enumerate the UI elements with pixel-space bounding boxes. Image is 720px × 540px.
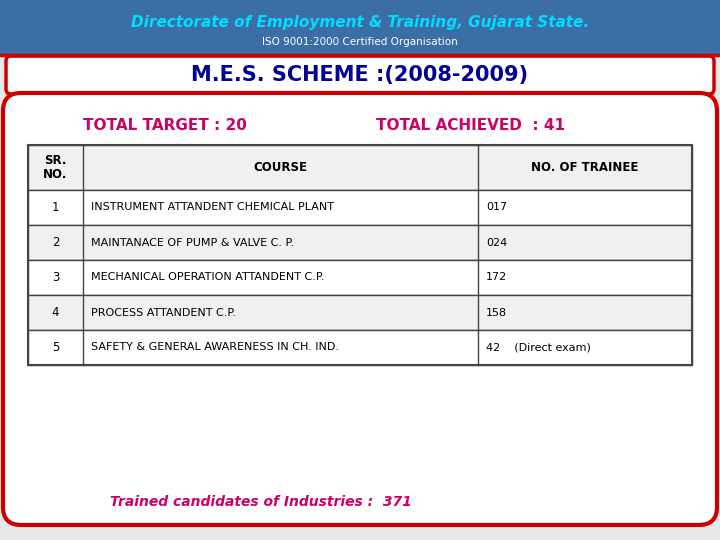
FancyBboxPatch shape (3, 93, 717, 525)
Bar (28, 260, 692, 295)
Text: PROCESS ATTANDENT C.P.: PROCESS ATTANDENT C.P. (91, 307, 236, 318)
Text: TOTAL TARGET : 20: TOTAL TARGET : 20 (83, 118, 247, 132)
Text: 4: 4 (52, 306, 59, 319)
Bar (28, 330, 692, 365)
FancyBboxPatch shape (6, 56, 714, 94)
Text: M.E.S. SCHEME :(2008-2009): M.E.S. SCHEME :(2008-2009) (192, 65, 528, 85)
Bar (28, 190, 692, 225)
Text: 172: 172 (486, 273, 508, 282)
Text: 3: 3 (52, 271, 59, 284)
Bar (28, 225, 692, 260)
Text: TOTAL ACHIEVED  : 41: TOTAL ACHIEVED : 41 (376, 118, 564, 132)
Text: MAINTANACE OF PUMP & VALVE C. P.: MAINTANACE OF PUMP & VALVE C. P. (91, 238, 294, 247)
Bar (28, 295, 692, 330)
Text: COURSE: COURSE (253, 161, 307, 174)
Bar (28, 145, 692, 365)
Text: 158: 158 (486, 307, 507, 318)
Text: 1: 1 (52, 201, 59, 214)
Text: 2: 2 (52, 236, 59, 249)
Text: SR.
NO.: SR. NO. (43, 153, 68, 181)
Text: INSTRUMENT ATTANDENT CHEMICAL PLANT: INSTRUMENT ATTANDENT CHEMICAL PLANT (91, 202, 334, 213)
Text: Directorate of Employment & Training, Gujarat State.: Directorate of Employment & Training, Gu… (131, 15, 589, 30)
Text: MECHANICAL OPERATION ATTANDENT C.P.: MECHANICAL OPERATION ATTANDENT C.P. (91, 273, 325, 282)
Text: NO. OF TRAINEE: NO. OF TRAINEE (531, 161, 639, 174)
Text: 5: 5 (52, 341, 59, 354)
Bar (0, 0, 720, 55)
Bar (28, 145, 692, 190)
Text: 024: 024 (486, 238, 508, 247)
Text: 42    (Direct exam): 42 (Direct exam) (486, 342, 591, 353)
Text: Trained candidates of Industries :  371: Trained candidates of Industries : 371 (110, 495, 412, 509)
Text: 017: 017 (486, 202, 507, 213)
Text: ISO 9001:2000 Certified Organisation: ISO 9001:2000 Certified Organisation (262, 37, 458, 47)
Text: SAFETY & GENERAL AWARENESS IN CH. IND.: SAFETY & GENERAL AWARENESS IN CH. IND. (91, 342, 339, 353)
